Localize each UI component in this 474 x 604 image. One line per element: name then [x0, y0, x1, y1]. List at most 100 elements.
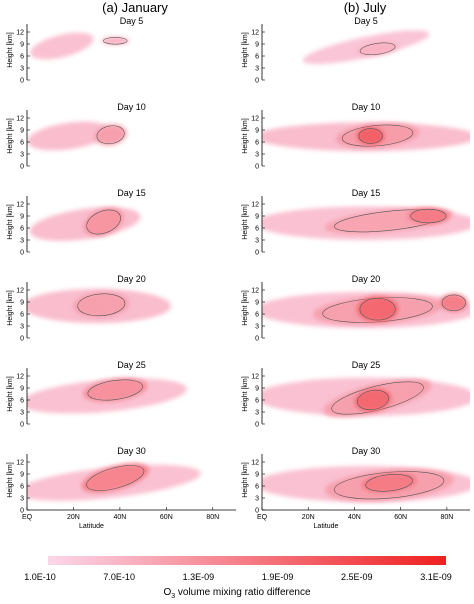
y-tick-label: 6	[20, 54, 24, 61]
panel-title: Day 10	[117, 102, 146, 112]
contour-line	[87, 379, 143, 401]
y-tick-label: 6	[20, 312, 24, 319]
field-july-6	[262, 466, 470, 502]
y-tick-label: 12	[251, 374, 259, 381]
y-tick-label: 9	[20, 386, 24, 393]
y-axis-label: Height [km]	[7, 290, 14, 325]
y-tick-label: 12	[16, 202, 24, 209]
panel-title: Day 5	[120, 16, 144, 26]
y-axis-label: Height [km]	[242, 118, 249, 153]
y-tick-label: 6	[20, 398, 24, 405]
contour-fill	[94, 124, 127, 146]
y-tick-label: 0	[20, 336, 24, 343]
panel-title: Day 20	[117, 274, 146, 284]
contour-line	[441, 294, 466, 311]
column-title-july: (b) July	[343, 0, 387, 15]
field-july-5	[262, 377, 470, 418]
contour-line	[331, 381, 424, 415]
y-tick-label: 0	[20, 250, 24, 257]
colorbar-tick-label: 1.3E-09	[182, 572, 215, 582]
y-tick-label: 12	[251, 30, 259, 37]
y-tick-label: 9	[255, 214, 259, 221]
contour-fill	[439, 293, 468, 312]
y-tick-label: 12	[16, 374, 24, 381]
x-tick-label: 80N	[206, 514, 219, 521]
y-tick-label: 9	[20, 42, 24, 49]
panel-title: Day 15	[117, 188, 146, 198]
y-tick-label: 3	[20, 496, 24, 503]
y-axis-label: Height [km]	[7, 32, 14, 67]
field-january-1	[30, 32, 130, 60]
contour-line	[334, 471, 445, 500]
panel-title: Day 5	[354, 16, 378, 26]
contour-line	[86, 209, 121, 235]
y-tick-label: 3	[255, 410, 259, 417]
y-tick-label: 6	[20, 226, 24, 233]
y-tick-label: 9	[255, 472, 259, 479]
field-july-2	[262, 122, 470, 152]
y-axis-label: Height [km]	[242, 462, 249, 497]
panel-title: Day 25	[352, 360, 381, 370]
y-tick-label: 9	[20, 128, 24, 135]
x-tick-label: 80N	[440, 514, 453, 521]
x-tick-label: EQ	[257, 514, 268, 521]
field-july-1	[302, 30, 430, 65]
colorbar-tick-label: 7.0E-10	[103, 572, 135, 582]
contour-line	[359, 42, 396, 56]
y-tick-label: 0	[20, 164, 24, 171]
contour-line	[365, 474, 413, 492]
y-tick-label: 9	[255, 128, 259, 135]
column-title-january: (a) January	[102, 0, 168, 15]
colorbar-tick-label: 3.1E-09	[420, 572, 452, 582]
y-tick-label: 6	[20, 484, 24, 491]
y-tick-label: 12	[251, 116, 259, 123]
y-tick-label: 6	[255, 140, 259, 147]
contour-fill	[73, 291, 130, 318]
contour-fill	[354, 388, 392, 412]
y-tick-label: 0	[20, 508, 24, 515]
contour-fill	[356, 296, 399, 323]
y-tick-label: 9	[20, 300, 24, 307]
contour-fill	[356, 127, 385, 145]
y-tick-label: 6	[255, 54, 259, 61]
y-tick-label: 3	[20, 152, 24, 159]
colorbar-gradient	[48, 556, 446, 565]
y-tick-label: 9	[20, 214, 24, 221]
panel-title: Day 25	[117, 360, 146, 370]
panel-title: Day 10	[352, 102, 381, 112]
contour-fill	[81, 463, 150, 493]
y-tick-label: 3	[255, 66, 259, 73]
y-tick-label: 3	[20, 238, 24, 245]
contour-fill	[30, 32, 94, 60]
y-tick-label: 0	[255, 164, 259, 171]
contour-line	[410, 208, 447, 224]
contour-line	[359, 298, 396, 321]
y-tick-label: 0	[255, 422, 259, 429]
y-tick-label: 12	[251, 202, 259, 209]
x-tick-label: 40N	[113, 514, 126, 521]
y-axis-label: Height [km]	[7, 462, 14, 497]
x-axis-label: Latitude	[314, 523, 339, 530]
colorbar: O3 volume mixing ratio difference 1.0E-1…	[0, 548, 474, 604]
y-tick-label: 3	[20, 324, 24, 331]
y-tick-label: 6	[255, 226, 259, 233]
y-tick-label: 3	[255, 324, 259, 331]
y-tick-label: 3	[255, 496, 259, 503]
y-tick-label: 12	[16, 460, 24, 467]
y-tick-label: 3	[20, 66, 24, 73]
y-axis-label: Height [km]	[7, 376, 14, 411]
field-january-2	[27, 121, 127, 151]
contour-line	[342, 124, 414, 147]
field-july-3	[262, 206, 470, 240]
y-tick-label: 9	[255, 300, 259, 307]
field-july-4	[262, 292, 470, 328]
colorbar-bar	[48, 556, 446, 565]
colorbar-tick-label: 2.5E-09	[341, 572, 373, 582]
y-axis-label: Height [km]	[242, 32, 249, 67]
